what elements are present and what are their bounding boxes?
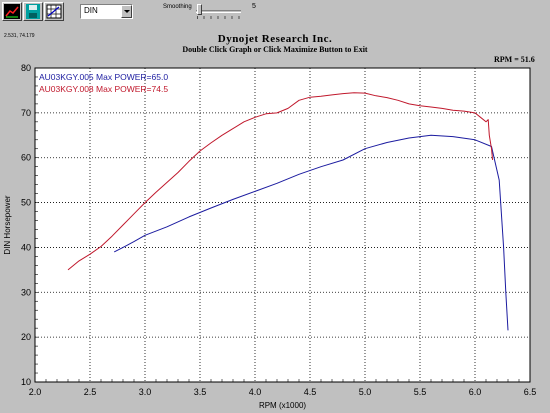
units-dropdown[interactable]: DIN (80, 4, 133, 19)
x-tick-label: 5.5 (414, 387, 427, 397)
smoothing-label: Smoothing (163, 4, 192, 10)
save-icon[interactable] (23, 2, 43, 21)
toolbar: DIN Smoothing 5 (0, 0, 550, 24)
x-tick-label: 5.0 (359, 387, 372, 397)
x-tick-label: 2.0 (29, 387, 42, 397)
y-tick-label: 10 (21, 377, 31, 387)
cursor-coordinates: 2.531, 74.179 (4, 33, 35, 39)
x-tick-label: 6.0 (469, 387, 482, 397)
x-tick-label: 4.0 (249, 387, 262, 397)
x-tick-label: 3.5 (194, 387, 207, 397)
series-line-2 (67, 92, 494, 271)
chevron-down-icon[interactable] (121, 5, 132, 18)
y-tick-label: 20 (21, 332, 31, 342)
y-tick-label: 30 (21, 287, 31, 297)
smoothing-slider-thumb[interactable] (197, 4, 202, 15)
y-axis-label: DIN Horsepower (3, 195, 12, 254)
x-tick-label: 4.5 (304, 387, 317, 397)
x-tick-label: 2.5 (84, 387, 97, 397)
slider-ticks (197, 16, 240, 19)
plot-border (34, 67, 531, 383)
y-tick-label: 50 (21, 198, 31, 208)
grid-icon[interactable] (44, 2, 64, 21)
legend-entry-2: AU03KGY.008 Max POWER=74.5 (39, 84, 168, 94)
rpm-readout: RPM = 51.6 (494, 55, 535, 64)
graph-icon[interactable] (2, 2, 22, 21)
x-tick-label: 3.0 (139, 387, 152, 397)
plot-area (35, 68, 530, 382)
x-axis-label: RPM (x1000) (259, 401, 306, 410)
units-dropdown-value: DIN (84, 6, 98, 15)
x-tick-label: 6.5 (524, 387, 537, 397)
y-tick-label: 70 (21, 108, 31, 118)
y-tick-label: 40 (21, 242, 31, 252)
y-tick-label: 80 (21, 63, 31, 73)
smoothing-slider-track[interactable] (196, 10, 241, 13)
chart-subtitle: Double Click Graph or Click Maximize But… (182, 45, 368, 54)
y-tick-label: 60 (21, 153, 31, 163)
series-line-1 (113, 134, 509, 331)
smoothing-value: 5 (252, 3, 256, 10)
chart-title: Dynojet Research Inc. (217, 33, 333, 45)
legend-entry-1: AU03KGY.005 Max POWER=65.0 (39, 72, 168, 82)
